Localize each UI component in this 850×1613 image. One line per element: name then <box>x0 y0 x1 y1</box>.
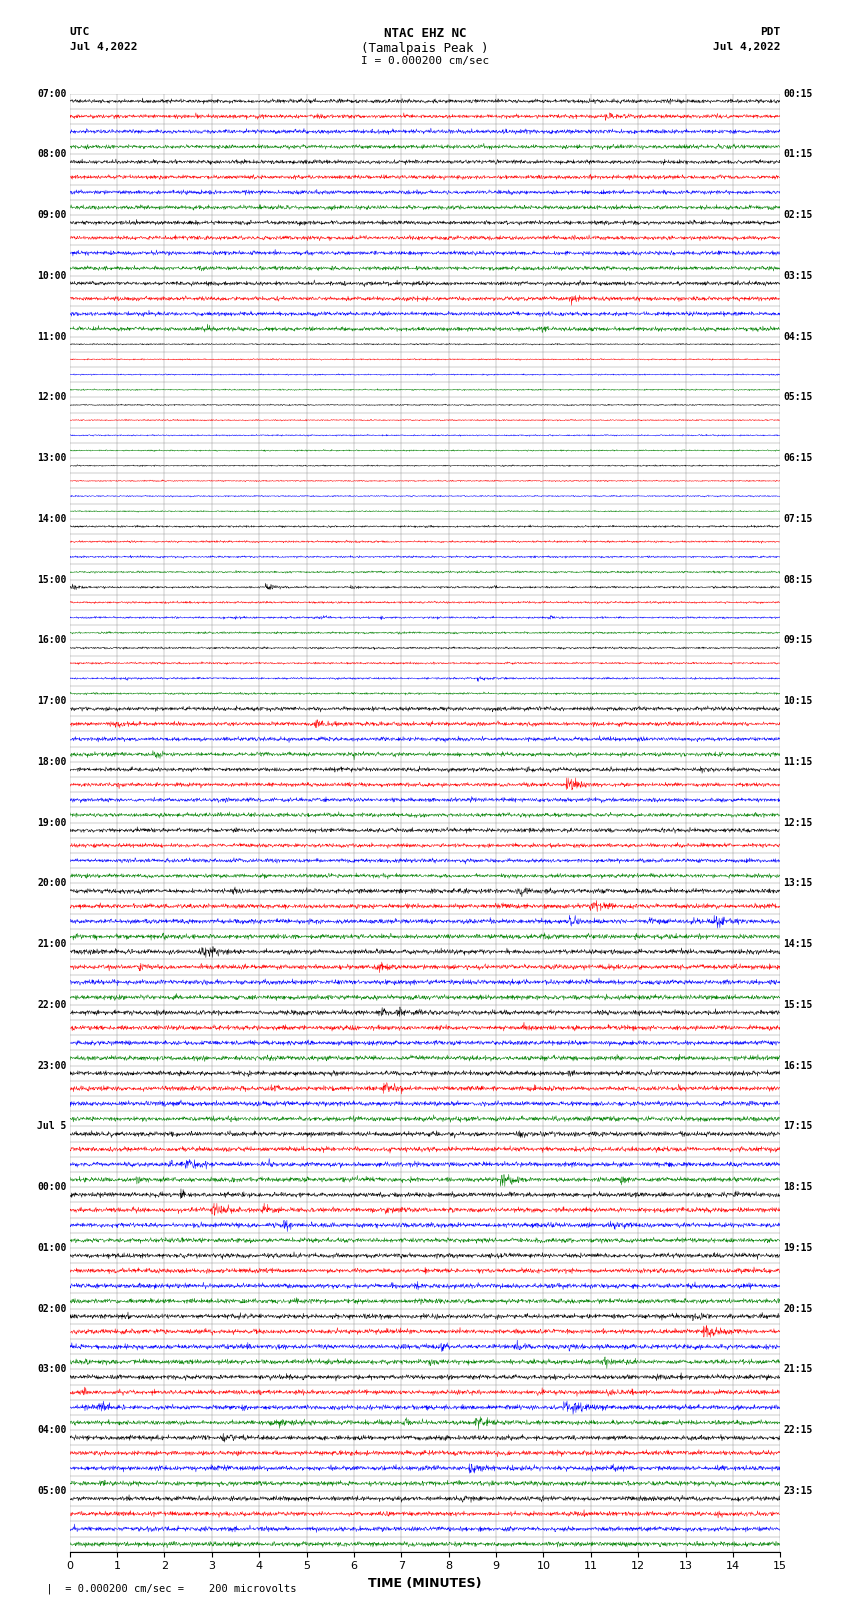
Text: 06:15: 06:15 <box>783 453 813 463</box>
Text: Jul 4,2022: Jul 4,2022 <box>713 42 780 52</box>
Text: 13:00: 13:00 <box>37 453 67 463</box>
Text: 17:00: 17:00 <box>37 697 67 706</box>
Text: 14:00: 14:00 <box>37 515 67 524</box>
Text: 15:00: 15:00 <box>37 574 67 584</box>
Text: 09:15: 09:15 <box>783 636 813 645</box>
Text: 12:00: 12:00 <box>37 392 67 402</box>
Text: 10:00: 10:00 <box>37 271 67 281</box>
Text: 09:00: 09:00 <box>37 210 67 219</box>
Text: 16:15: 16:15 <box>783 1061 813 1071</box>
Text: 17:15: 17:15 <box>783 1121 813 1131</box>
Text: |  = 0.000200 cm/sec =    200 microvolts: | = 0.000200 cm/sec = 200 microvolts <box>34 1582 297 1594</box>
Text: 03:15: 03:15 <box>783 271 813 281</box>
Text: 13:15: 13:15 <box>783 879 813 889</box>
Text: 22:15: 22:15 <box>783 1426 813 1436</box>
Text: 07:00: 07:00 <box>37 89 67 98</box>
Text: 02:00: 02:00 <box>37 1303 67 1313</box>
Text: 00:00: 00:00 <box>37 1182 67 1192</box>
Text: 05:00: 05:00 <box>37 1486 67 1495</box>
X-axis label: TIME (MINUTES): TIME (MINUTES) <box>368 1578 482 1590</box>
Text: 19:00: 19:00 <box>37 818 67 827</box>
Text: 21:00: 21:00 <box>37 939 67 948</box>
Text: 08:00: 08:00 <box>37 150 67 160</box>
Text: 05:15: 05:15 <box>783 392 813 402</box>
Text: 03:00: 03:00 <box>37 1365 67 1374</box>
Text: (Tamalpais Peak ): (Tamalpais Peak ) <box>361 42 489 55</box>
Text: UTC: UTC <box>70 27 90 37</box>
Text: Jul 5: Jul 5 <box>37 1121 67 1131</box>
Text: 08:15: 08:15 <box>783 574 813 584</box>
Text: 19:15: 19:15 <box>783 1244 813 1253</box>
Text: 14:15: 14:15 <box>783 939 813 948</box>
Text: 12:15: 12:15 <box>783 818 813 827</box>
Text: 01:15: 01:15 <box>783 150 813 160</box>
Text: 18:15: 18:15 <box>783 1182 813 1192</box>
Text: 16:00: 16:00 <box>37 636 67 645</box>
Text: 04:15: 04:15 <box>783 332 813 342</box>
Text: I = 0.000200 cm/sec: I = 0.000200 cm/sec <box>361 56 489 66</box>
Text: 18:00: 18:00 <box>37 756 67 766</box>
Text: 20:15: 20:15 <box>783 1303 813 1313</box>
Text: 23:15: 23:15 <box>783 1486 813 1495</box>
Text: 11:00: 11:00 <box>37 332 67 342</box>
Text: 07:15: 07:15 <box>783 515 813 524</box>
Text: 00:15: 00:15 <box>783 89 813 98</box>
Text: 04:00: 04:00 <box>37 1426 67 1436</box>
Text: Jul 4,2022: Jul 4,2022 <box>70 42 137 52</box>
Text: 22:00: 22:00 <box>37 1000 67 1010</box>
Text: 23:00: 23:00 <box>37 1061 67 1071</box>
Text: 21:15: 21:15 <box>783 1365 813 1374</box>
Text: 02:15: 02:15 <box>783 210 813 219</box>
Text: 15:15: 15:15 <box>783 1000 813 1010</box>
Text: 20:00: 20:00 <box>37 879 67 889</box>
Text: NTAC EHZ NC: NTAC EHZ NC <box>383 27 467 40</box>
Text: 11:15: 11:15 <box>783 756 813 766</box>
Text: 01:00: 01:00 <box>37 1244 67 1253</box>
Text: 10:15: 10:15 <box>783 697 813 706</box>
Text: PDT: PDT <box>760 27 780 37</box>
